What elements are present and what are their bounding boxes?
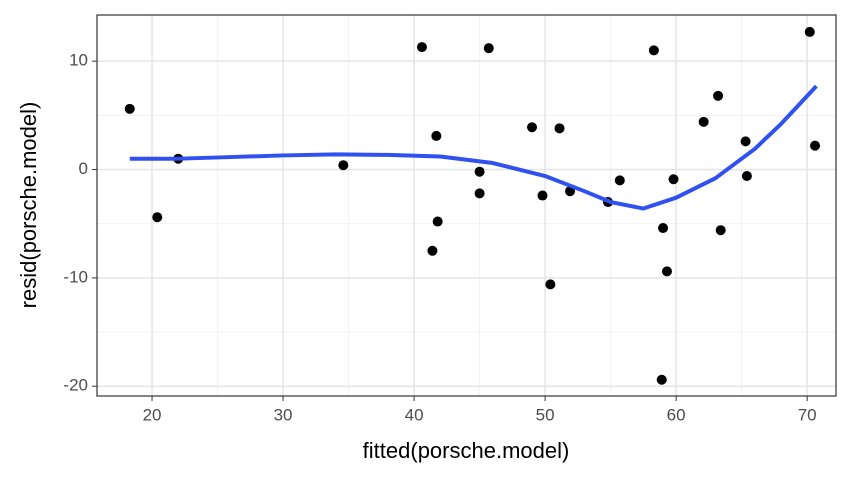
y-axis-title: resid(porsche.model): [16, 102, 41, 309]
point: [614, 175, 625, 186]
point: [661, 266, 672, 277]
point: [431, 130, 442, 141]
point: [698, 116, 709, 127]
x-tick-label: 20: [143, 405, 162, 424]
point: [427, 245, 438, 256]
y-tick-label: 10: [69, 51, 88, 70]
point: [527, 122, 538, 133]
point: [740, 136, 751, 147]
point: [648, 45, 659, 56]
point: [804, 26, 815, 37]
y-tick-label: -10: [63, 267, 88, 286]
smooth-line: [129, 84, 818, 211]
x-tick-label: 60: [667, 405, 686, 424]
point: [474, 166, 485, 177]
point: [338, 160, 349, 171]
point: [554, 123, 565, 134]
point: [668, 174, 679, 185]
point: [124, 103, 135, 114]
point: [537, 190, 548, 201]
point: [656, 374, 667, 385]
x-tick-label: 50: [536, 405, 555, 424]
point: [715, 225, 726, 236]
point: [810, 140, 821, 151]
y-tick-label: 0: [79, 159, 88, 178]
point: [713, 90, 724, 101]
point: [741, 171, 752, 182]
point: [152, 212, 163, 223]
panel-border: [96, 14, 837, 397]
x-tick-label: 30: [274, 405, 293, 424]
point: [432, 216, 443, 227]
point: [416, 42, 427, 53]
point: [474, 188, 485, 199]
point: [545, 279, 556, 290]
x-tick-label: 70: [798, 405, 817, 424]
y-tick-label: -20: [63, 376, 88, 395]
point: [483, 43, 494, 54]
x-tick-label: 40: [405, 405, 424, 424]
x-axis-title: fitted(porsche.model): [363, 438, 570, 463]
point: [658, 223, 669, 234]
